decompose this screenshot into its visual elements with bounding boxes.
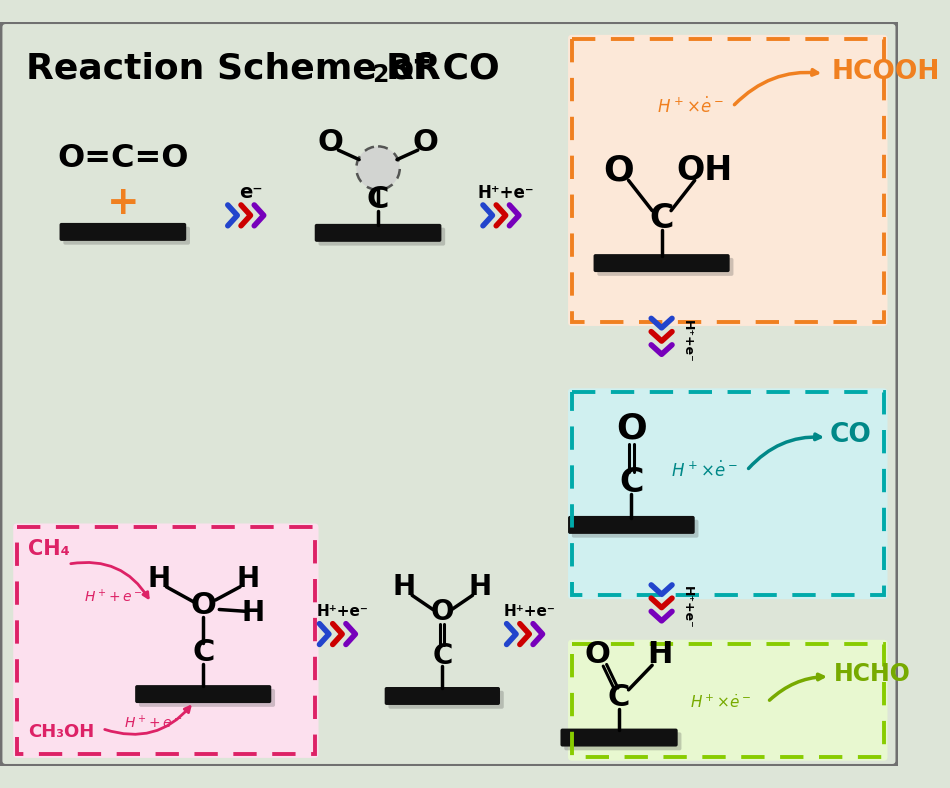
Text: O: O: [318, 128, 344, 157]
Text: $H^+\!+e^-$: $H^+\!+e^-$: [124, 714, 182, 731]
Text: RR: RR: [386, 52, 442, 86]
FancyBboxPatch shape: [318, 228, 446, 246]
Text: HCOOH: HCOOH: [832, 58, 940, 84]
Text: O: O: [616, 411, 647, 445]
Text: C: C: [608, 683, 630, 712]
FancyBboxPatch shape: [568, 35, 887, 326]
Text: O: O: [412, 128, 438, 157]
FancyBboxPatch shape: [594, 254, 730, 272]
Text: C: C: [650, 202, 674, 235]
FancyBboxPatch shape: [564, 732, 681, 750]
FancyBboxPatch shape: [389, 691, 504, 708]
FancyBboxPatch shape: [598, 258, 733, 276]
Text: e⁻: e⁻: [238, 183, 262, 203]
Text: 2: 2: [372, 62, 389, 87]
Text: H: H: [647, 641, 673, 669]
Text: H: H: [236, 565, 259, 593]
Bar: [17, 527, 314, 754]
Bar: [572, 644, 884, 757]
Text: C: C: [367, 185, 389, 214]
Text: O: O: [190, 591, 217, 620]
FancyBboxPatch shape: [314, 224, 442, 242]
Text: H: H: [147, 565, 170, 593]
Text: H: H: [241, 600, 265, 627]
Text: HCHO: HCHO: [834, 662, 910, 686]
Text: H⁺+e⁻: H⁺+e⁻: [680, 320, 694, 362]
Text: OH: OH: [676, 154, 732, 188]
Text: $H^+\!\times\!\dot{e}^-$: $H^+\!\times\!\dot{e}^-$: [656, 97, 723, 117]
Text: Reaction Scheme of CO: Reaction Scheme of CO: [27, 52, 501, 86]
Text: O: O: [603, 154, 635, 188]
Text: O: O: [430, 598, 454, 626]
Text: H: H: [393, 573, 416, 600]
FancyBboxPatch shape: [568, 388, 887, 599]
FancyBboxPatch shape: [568, 516, 694, 534]
Text: C: C: [619, 466, 643, 500]
Text: C: C: [192, 638, 215, 667]
Text: +: +: [106, 184, 140, 222]
Text: $H^+\!\times\!\dot{e}^-$: $H^+\!\times\!\dot{e}^-$: [690, 693, 750, 711]
Text: H⁺+e⁻: H⁺+e⁻: [504, 604, 555, 619]
Text: CH₄: CH₄: [28, 539, 70, 559]
Bar: [572, 392, 884, 595]
FancyBboxPatch shape: [568, 640, 887, 760]
FancyBboxPatch shape: [64, 227, 190, 244]
Text: H: H: [468, 573, 492, 600]
Text: $H^+\!\times\!\dot{e}^-$: $H^+\!\times\!\dot{e}^-$: [671, 460, 737, 481]
FancyBboxPatch shape: [139, 689, 276, 707]
FancyBboxPatch shape: [135, 685, 272, 703]
Text: O: O: [584, 641, 610, 669]
FancyBboxPatch shape: [0, 21, 898, 767]
Text: H⁺+e⁻: H⁺+e⁻: [680, 586, 694, 629]
Text: O=C=O: O=C=O: [57, 143, 189, 174]
Bar: [572, 39, 884, 322]
Text: C: C: [432, 641, 452, 670]
Text: H⁺+e⁻: H⁺+e⁻: [477, 184, 534, 202]
Text: CO: CO: [830, 422, 872, 448]
FancyBboxPatch shape: [560, 729, 677, 746]
FancyBboxPatch shape: [60, 223, 186, 241]
FancyBboxPatch shape: [13, 523, 318, 758]
Text: CH₃OH: CH₃OH: [28, 723, 95, 742]
FancyBboxPatch shape: [385, 687, 500, 705]
FancyBboxPatch shape: [572, 520, 698, 537]
Text: H⁺+e⁻: H⁺+e⁻: [316, 604, 368, 619]
Text: $H^+\!+e^-$: $H^+\!+e^-$: [85, 588, 142, 605]
Circle shape: [356, 147, 400, 190]
